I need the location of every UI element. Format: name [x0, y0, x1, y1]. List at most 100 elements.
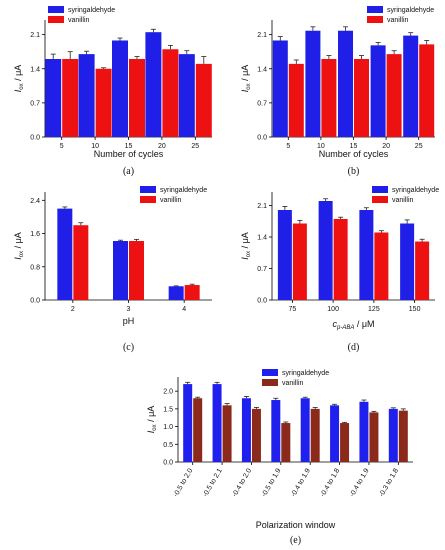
- bar-c-s0-2: [168, 286, 184, 300]
- y-tick-label: 2.1: [257, 203, 267, 210]
- x-tick-label: 100: [327, 306, 339, 313]
- bar-e-s0-6: [359, 401, 369, 462]
- bar-d-s1-2: [374, 232, 389, 300]
- chart-e: 0.0 0.5 1.0 1.5 2.0 -0.5 to 2.0 -0.5 to 2.1 -0.…: [146, 369, 413, 546]
- bar-e-s0-7: [388, 408, 398, 462]
- bar-b-s1-3: [386, 54, 402, 137]
- y-tick-label: 2.1: [30, 32, 40, 39]
- bar-b-s0-0: [272, 40, 288, 137]
- y-tick-label: 0.7: [257, 100, 267, 107]
- y-tick-label: 0.0: [163, 460, 173, 467]
- bar-e-s1-7: [398, 410, 408, 462]
- x-tick-label: 10: [91, 143, 99, 150]
- y-axis-label: Iox / μA: [13, 65, 25, 93]
- bar-e-s1-4: [310, 408, 320, 462]
- bar-a-s0-0: [45, 59, 62, 137]
- x-tick-label: 125: [368, 306, 380, 313]
- x-tick-label: -0.4 to 2.0: [231, 467, 253, 498]
- bar-e-s0-3: [271, 400, 281, 462]
- bar-e-s1-3: [281, 423, 291, 462]
- bar-d-s0-2: [359, 210, 374, 300]
- chart-panel-b: 0.0 0.7 1.4 2.1 5 10 15 20 25 Iox / μA Number of c…: [222, 0, 445, 180]
- y-axis-label-symbol: I: [146, 430, 156, 433]
- y-axis-label-subscript: ox: [19, 251, 25, 257]
- x-axis-label: Number of cycles: [94, 149, 164, 159]
- bar-e-s1-5: [340, 423, 350, 462]
- bar-e-s0-0: [183, 384, 193, 462]
- x-tick-label: -0.4 to 1.9: [349, 467, 371, 498]
- bar-a-s0-1: [78, 54, 95, 137]
- x-tick-label: 15: [125, 143, 133, 150]
- legend-swatch: [262, 379, 278, 386]
- y-axis-label-unit: / μA: [13, 65, 23, 84]
- legend-swatch: [372, 196, 388, 203]
- bar-e-s0-1: [212, 384, 222, 462]
- bar-b-s0-3: [370, 45, 386, 137]
- bar-e-s0-4: [300, 398, 310, 462]
- y-tick-label: 2.0: [163, 389, 173, 396]
- bar-a-s0-3: [145, 32, 162, 137]
- panel-label: (d): [348, 342, 360, 353]
- y-axis-label-symbol: I: [13, 89, 23, 92]
- legend-label: vanillin: [387, 17, 409, 24]
- bar-d-s1-1: [333, 219, 348, 300]
- x-tick-label: 3: [127, 306, 131, 313]
- panel-label: (b): [348, 166, 360, 177]
- x-tick-label: -0.5 to 2.0: [173, 467, 195, 498]
- y-tick-label: 0.0: [257, 298, 267, 305]
- chart-panel-a: 0.0 0.7 1.4 2.1 5 10 15 20 25 Iox / μA Number of c…: [0, 0, 222, 180]
- legend-label: syringaldehyde: [387, 7, 434, 14]
- legend-swatch: [367, 6, 383, 13]
- bar-a-s1-2: [129, 59, 145, 137]
- y-axis-label-symbol: I: [240, 257, 250, 260]
- bar-d-s0-1: [318, 201, 333, 300]
- legend-label: syringaldehyde: [68, 7, 115, 14]
- bar-e-s0-5: [330, 405, 340, 462]
- x-tick-label: 20: [158, 143, 166, 150]
- legend-swatch: [262, 369, 278, 376]
- legend-swatch: [140, 196, 156, 203]
- y-tick-label: 1.0: [163, 424, 173, 431]
- bar-c-s1-2: [184, 285, 200, 300]
- y-axis-label-unit: / μA: [13, 232, 23, 251]
- legend-label: vanillin: [282, 380, 304, 387]
- y-axis-label-subscript: ox: [152, 424, 158, 430]
- y-axis-label: Iox / μA: [13, 232, 25, 260]
- x-axis-label: Number of cycles: [319, 149, 389, 159]
- x-axis-label: Polarization window: [256, 520, 336, 530]
- legend-label: vanillin: [68, 17, 90, 24]
- y-tick-label: 0.0: [257, 135, 267, 142]
- y-axis-label: Iox / μA: [240, 232, 252, 260]
- legend-label: vanillin: [160, 197, 182, 204]
- panel-label: (c): [123, 342, 134, 353]
- x-axis-label-unit: / μM: [354, 319, 374, 329]
- y-tick-label: 1.4: [257, 235, 267, 242]
- y-axis-label-subscript: ox: [246, 83, 252, 89]
- bar-b-s0-2: [338, 30, 353, 138]
- bar-c-s0-0: [57, 208, 73, 300]
- y-axis-label-subscript: ox: [19, 83, 25, 89]
- legend-swatch: [48, 6, 64, 13]
- legend-swatch: [48, 16, 64, 23]
- y-axis-label-unit: / μA: [146, 406, 156, 425]
- bar-a-s1-4: [195, 63, 212, 137]
- legend-label: vanillin: [392, 197, 414, 204]
- bar-b-s0-4: [403, 35, 419, 137]
- bar-e-s0-2: [241, 398, 251, 462]
- bar-a-s1-1: [95, 68, 112, 137]
- x-tick-label: -0.4 to 1.8: [319, 467, 341, 498]
- x-tick-label: 4: [182, 306, 186, 313]
- bar-c-s1-0: [73, 225, 89, 300]
- bar-c-s0-1: [113, 241, 128, 300]
- y-axis-label-symbol: I: [13, 257, 23, 260]
- y-tick-label: 0.5: [163, 442, 173, 449]
- y-tick-label: 0.0: [30, 135, 40, 142]
- bar-b-s1-1: [321, 59, 337, 137]
- legend-label: syringaldehyde: [282, 370, 329, 377]
- bar-e-s1-1: [222, 405, 232, 462]
- x-tick-label: 15: [350, 143, 358, 150]
- chart-d: 0.0 0.7 1.4 2.1 75 100 125 150 Iox / μA cp-ABA / …: [240, 186, 439, 353]
- y-tick-label: 1.4: [30, 66, 40, 73]
- x-tick-label: 5: [60, 143, 64, 150]
- bar-d-s1-3: [415, 241, 430, 300]
